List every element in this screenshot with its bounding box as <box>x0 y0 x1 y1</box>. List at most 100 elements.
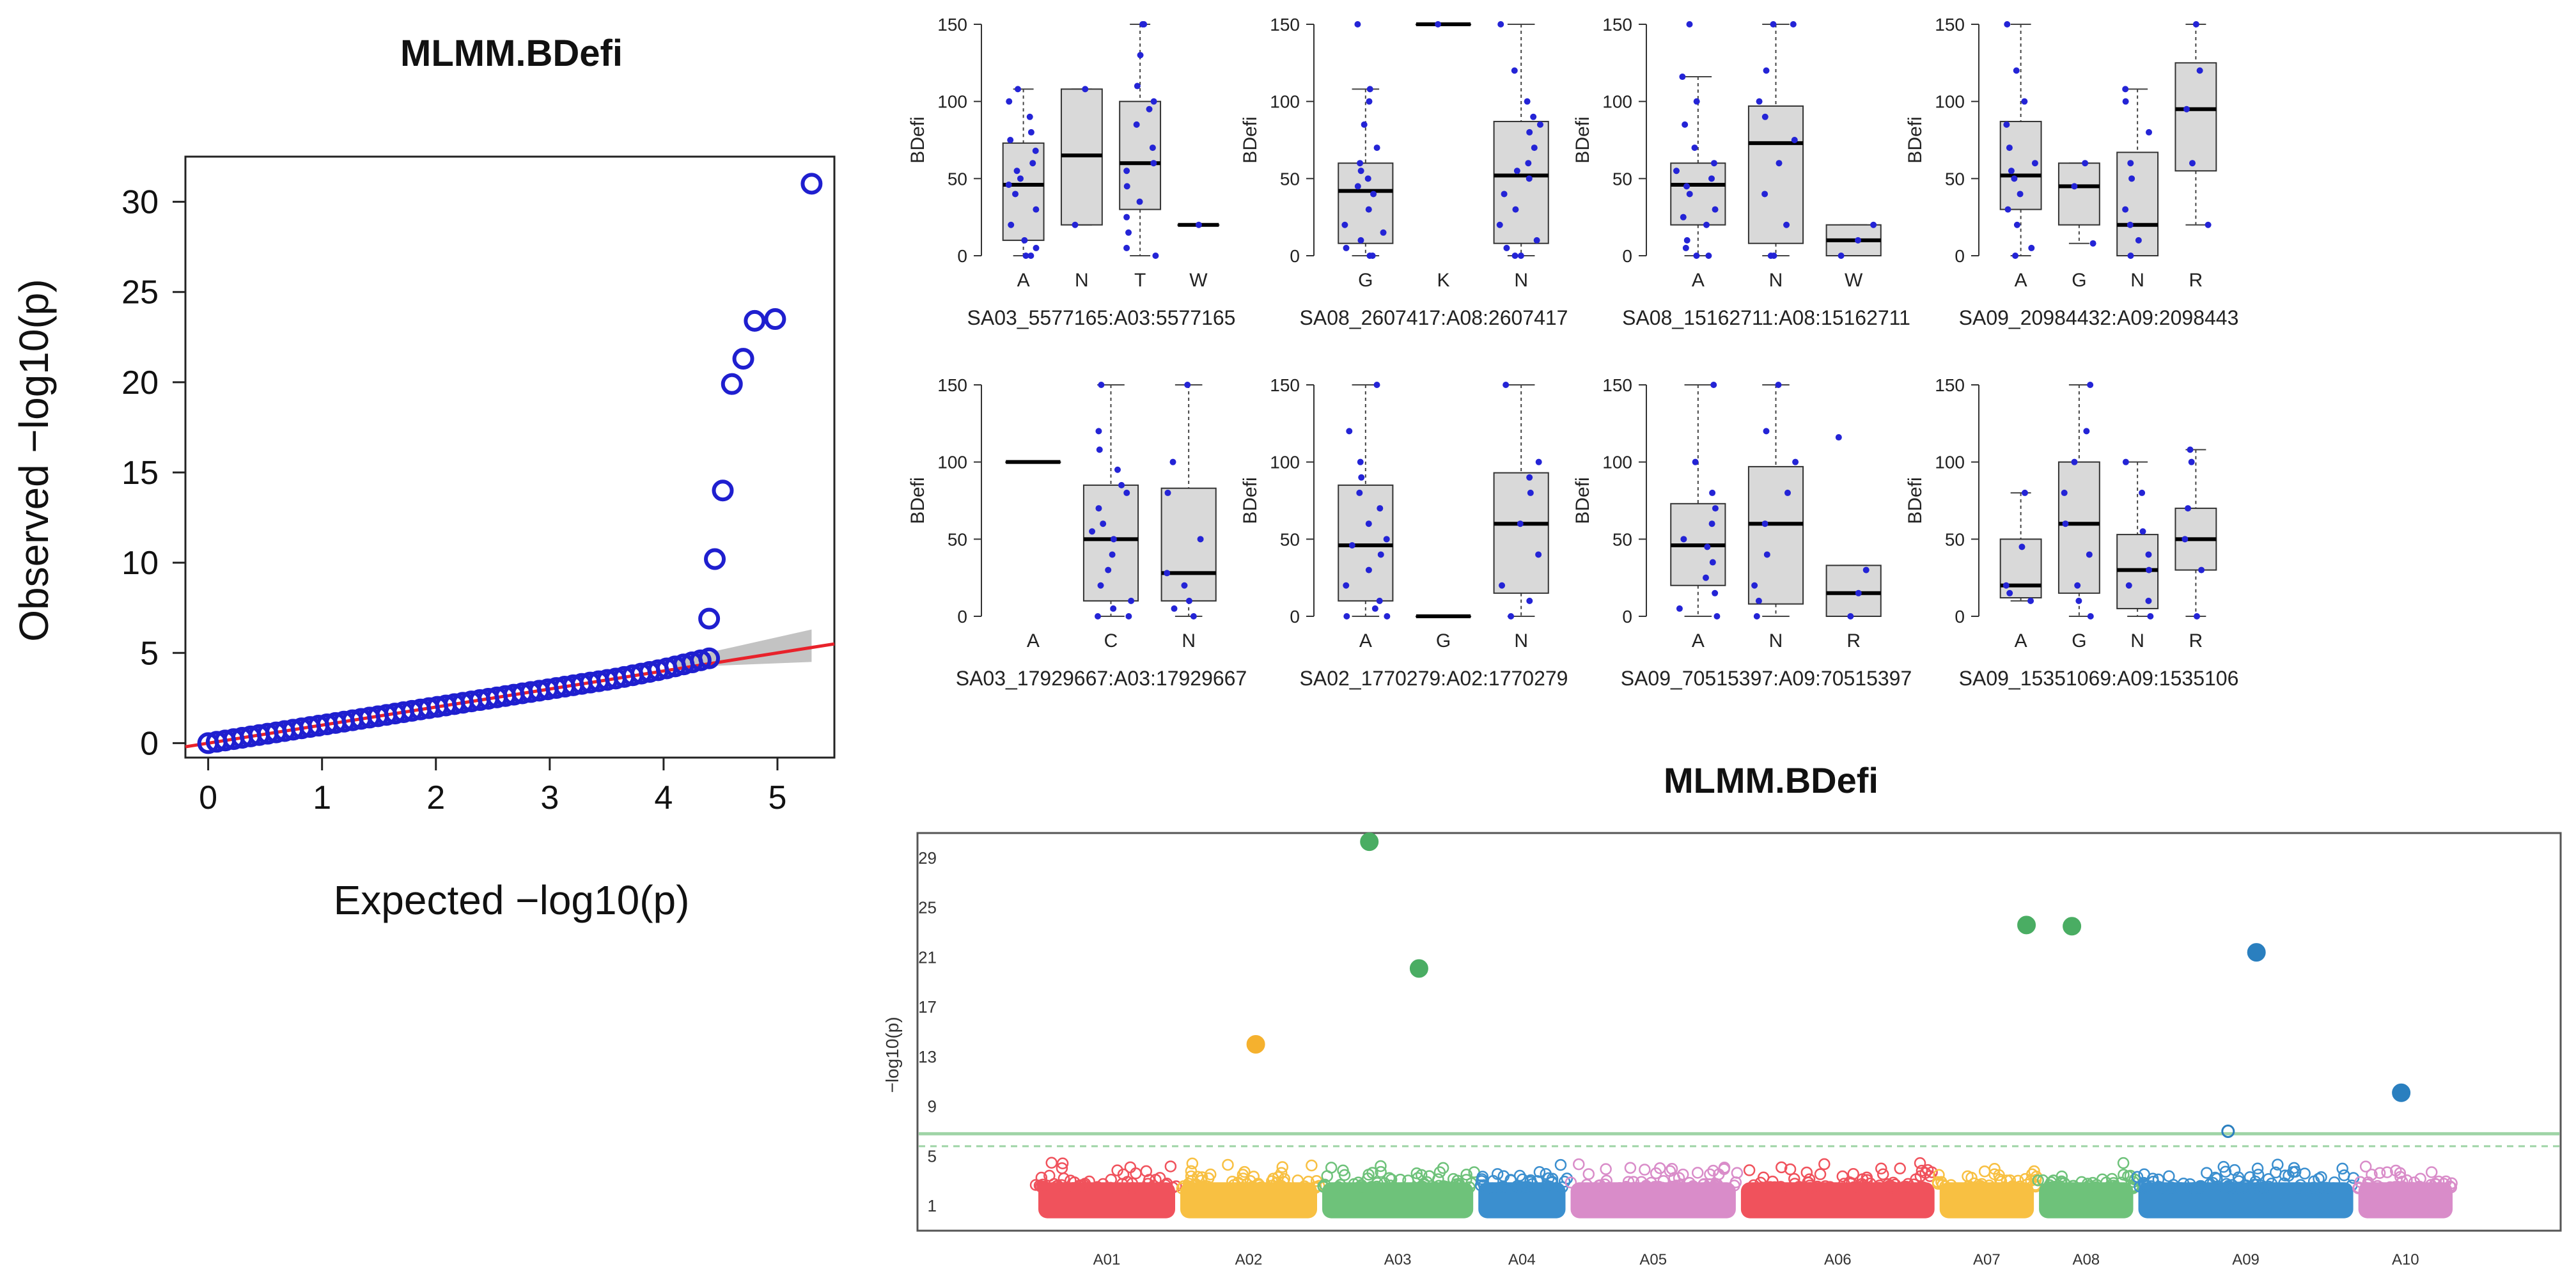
boxplot-snp-label: SA03_5577165:A03:5577165 <box>967 306 1236 329</box>
boxplot-point <box>1348 542 1355 549</box>
boxplot-point <box>1533 237 1540 244</box>
manhattan-y-tick-label: 1 <box>928 1196 937 1215</box>
manhattan-chromosome-label: A09 <box>2232 1251 2260 1268</box>
manhattan-point <box>2248 1178 2261 1191</box>
boxplot-point <box>1501 191 1508 198</box>
manhattan-chromosome-label: A03 <box>1384 1251 1412 1268</box>
manhattan-y-tick-label: 29 <box>918 848 937 868</box>
boxplot-point <box>1123 489 1130 496</box>
manhattan-point <box>1921 1164 1934 1176</box>
boxplot-point <box>1761 191 1768 198</box>
boxplot-y-tick-label: 150 <box>937 15 967 35</box>
manhattan-point <box>2188 1181 2200 1194</box>
boxplot-point <box>1118 481 1125 488</box>
boxplot-point <box>2127 160 2134 167</box>
boxplot-point <box>1712 206 1719 213</box>
boxplot-point <box>1133 121 1140 128</box>
boxplot-point <box>2205 221 2212 228</box>
boxplot-y-tick-label: 150 <box>1270 15 1300 35</box>
boxplot-point <box>1526 175 1533 182</box>
manhattan-point <box>1718 1162 1731 1174</box>
boxplot-point <box>1513 168 1520 175</box>
boxplot-y-tick-label: 0 <box>1290 246 1300 266</box>
boxplot-y-tick-label: 0 <box>957 607 967 627</box>
boxplot-point <box>1791 137 1798 143</box>
boxplot-point <box>2004 206 2011 213</box>
manhattan-y-tick-label: 25 <box>918 898 937 917</box>
manhattan-chromosome-points <box>2358 1182 2453 1219</box>
manhattan-chromosome-label: A08 <box>2072 1251 2100 1268</box>
boxplot-point <box>1343 244 1350 251</box>
qq-plot-frame <box>184 155 836 759</box>
manhattan-point <box>1038 1181 1050 1194</box>
boxplot-y-label: BDefi <box>1240 477 1261 524</box>
boxplot-point <box>1150 98 1157 105</box>
boxplot-snp-label: SA09_70515397:A09:70515397 <box>1621 667 1912 690</box>
boxplot-point <box>1526 474 1533 481</box>
manhattan-point <box>1275 1180 1287 1192</box>
boxplot-box <box>1119 100 1162 210</box>
boxplot-point <box>1008 221 1015 228</box>
boxplot-point <box>2192 21 2199 27</box>
boxplot-panel: 0 50 100 150 BDefi A G N R SA09_15351069:A09:1535… <box>1905 375 2238 690</box>
boxplot-point <box>1535 458 1542 465</box>
manhattan-point <box>1933 1169 1945 1181</box>
manhattan-point <box>1994 1173 2006 1186</box>
manhattan-point <box>1639 1164 1651 1176</box>
manhattan-point <box>1875 1162 1887 1175</box>
boxplot-point <box>1072 221 1079 228</box>
boxplot-point <box>1357 168 1364 175</box>
manhattan-point <box>1974 1180 1987 1192</box>
manhattan-point <box>1665 1180 1678 1193</box>
boxplot-point <box>2196 67 2203 74</box>
manhattan-point <box>1628 1181 1641 1194</box>
qq-x-axis-label: Expected −log10(p) <box>334 877 690 923</box>
qq-y-tick-label: 20 <box>121 364 159 401</box>
manhattan-point <box>2361 1182 2373 1194</box>
boxplot-group-label: A <box>1359 630 1372 651</box>
boxplot-box <box>2057 461 2100 594</box>
manhattan-point <box>1976 1181 1988 1193</box>
boxplot-point <box>1693 98 1700 105</box>
boxplot-point <box>1026 113 1033 120</box>
boxplot-point <box>2135 237 2142 244</box>
manhattan-point <box>2437 1178 2450 1190</box>
qq-y-tick-label: 0 <box>140 725 159 762</box>
boxplot-point <box>2082 160 2089 167</box>
manhattan-point <box>1375 1160 1387 1173</box>
manhattan-point <box>2252 1169 2265 1181</box>
manhattan-point <box>1701 1181 1713 1194</box>
boxplot-point <box>1673 168 1680 175</box>
boxplot-point <box>1366 86 1373 93</box>
boxplot-point <box>1835 434 1842 441</box>
boxplot-point <box>2194 613 2201 620</box>
boxplot-y-tick-label: 100 <box>1935 92 1965 112</box>
manhattan-point <box>2375 1181 2387 1194</box>
manhattan-point <box>2328 1176 2341 1188</box>
boxplot-point <box>1100 520 1107 527</box>
boxplot-group-label: W <box>1845 270 1863 291</box>
boxplot-point <box>1530 113 1537 120</box>
boxplot-point <box>1082 86 1089 93</box>
manhattan-point <box>1624 1162 1637 1174</box>
boxplot-point <box>1149 144 1156 152</box>
boxplot-y-tick-label: 150 <box>937 375 967 395</box>
boxplot-point <box>1384 613 1391 620</box>
manhattan-point <box>2313 1173 2325 1185</box>
manhattan-point <box>1384 1180 1397 1192</box>
qq-outlier-point <box>732 348 754 370</box>
qq-y-tick-label: 30 <box>121 184 159 221</box>
manhattan-point <box>1993 1169 2005 1181</box>
manhattan-point <box>1554 1158 1567 1171</box>
boxplot-point <box>1027 129 1034 136</box>
manhattan-point <box>1202 1172 1215 1185</box>
manhattan-y-tick-label: 13 <box>918 1047 937 1066</box>
manhattan-point <box>1776 1182 1788 1195</box>
boxplot-point <box>1185 597 1192 604</box>
manhattan-significant-point <box>1360 832 1379 852</box>
manhattan-point <box>2234 1182 2247 1194</box>
manhattan-point <box>1819 1180 1832 1192</box>
boxplot-point <box>1517 253 1524 259</box>
manhattan-chromosome-label: A04 <box>1508 1251 1536 1268</box>
manhattan-point <box>1653 1162 1666 1174</box>
